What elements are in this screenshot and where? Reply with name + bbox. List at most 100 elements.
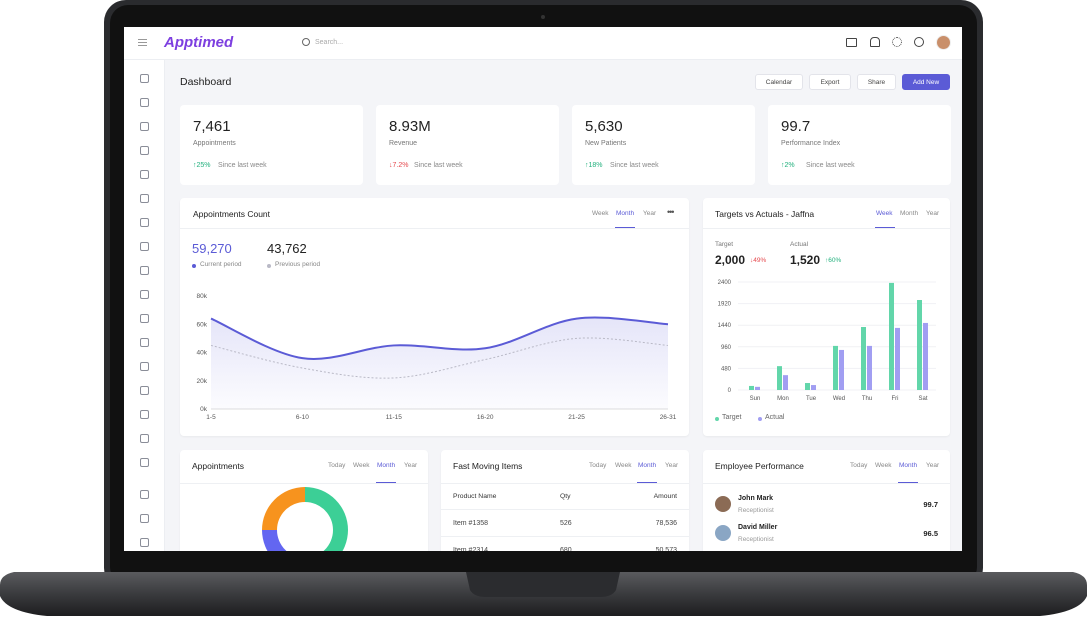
- nav-icon[interactable]: [140, 386, 149, 395]
- donut-slice: [262, 530, 287, 551]
- tab[interactable]: Week: [353, 462, 370, 469]
- x-tick-label: Sat: [918, 396, 927, 402]
- tab[interactable]: Year: [404, 462, 418, 469]
- settings-icon[interactable]: [892, 37, 902, 47]
- tab[interactable]: Week: [615, 462, 632, 469]
- help-icon[interactable]: [914, 37, 924, 47]
- stat-note: Since last week: [218, 162, 267, 169]
- avatar[interactable]: [936, 35, 951, 50]
- calendar-button[interactable]: Calendar: [755, 74, 803, 90]
- tab[interactable]: Month: [899, 462, 918, 469]
- table-cell: 680: [560, 547, 572, 551]
- tab[interactable]: Year: [926, 210, 940, 217]
- nav-icon[interactable]: [140, 218, 149, 227]
- tab[interactable]: Month: [616, 210, 635, 217]
- summary-value: 59,270: [192, 241, 232, 256]
- tab[interactable]: Week: [876, 210, 893, 217]
- employee-score: 96.5: [923, 529, 938, 538]
- tab-underline: [615, 227, 635, 229]
- nav-icon[interactable]: [140, 410, 149, 419]
- nav-icon[interactable]: [140, 434, 149, 443]
- nav-icon[interactable]: [140, 314, 149, 323]
- employee-name: John Mark: [738, 495, 774, 502]
- stat-label: Performance Index: [781, 140, 841, 147]
- table-header: Product Name: [453, 493, 497, 500]
- tab[interactable]: Year: [643, 210, 657, 217]
- line: [210, 337, 669, 379]
- tab[interactable]: Month: [900, 210, 919, 217]
- table-cell: Item #2314: [453, 547, 489, 551]
- stat-value: 99.7: [781, 118, 811, 135]
- nav-icon[interactable]: [140, 338, 149, 347]
- donut-slice: [305, 487, 348, 551]
- x-tick-label: 21-25: [568, 414, 585, 421]
- summary-dot: [267, 264, 271, 268]
- nav-icon[interactable]: [140, 242, 149, 251]
- nav-icon[interactable]: [140, 194, 149, 203]
- x-tick-label: Tue: [806, 396, 817, 402]
- summary-label: Previous period: [275, 261, 321, 268]
- bar: [805, 383, 810, 390]
- y-tick-label: 60k: [197, 321, 208, 328]
- screen: Apptimed Search... Dashboard Calendar Ex…: [124, 27, 962, 551]
- bar: [917, 300, 922, 390]
- tab[interactable]: Week: [875, 462, 892, 469]
- card-title: Fast Moving Items: [453, 461, 523, 471]
- nav-icon[interactable]: [140, 98, 149, 107]
- stat-card: [768, 105, 951, 185]
- bar: [889, 282, 894, 390]
- tab[interactable]: Today: [328, 462, 346, 469]
- tab-underline: [637, 482, 657, 484]
- summary-label: Current period: [200, 261, 242, 268]
- tab[interactable]: Week: [592, 210, 609, 217]
- nav-icon[interactable]: [140, 266, 149, 275]
- targets-card: [703, 198, 950, 436]
- camera: [541, 15, 545, 19]
- table-header: Amount: [653, 493, 677, 500]
- tab[interactable]: Year: [926, 462, 940, 469]
- nav-icon[interactable]: [140, 122, 149, 131]
- nav-icon[interactable]: [140, 514, 149, 523]
- export-button[interactable]: Export: [809, 74, 851, 90]
- tab[interactable]: Today: [589, 462, 607, 469]
- x-tick-label: Fri: [892, 396, 899, 402]
- tab[interactable]: Today: [850, 462, 868, 469]
- line: [210, 316, 669, 360]
- nav-icon[interactable]: [140, 458, 149, 467]
- bar: [811, 385, 816, 390]
- employee-role: Receptionist: [738, 536, 774, 543]
- card-title: Appointments Count: [193, 209, 271, 219]
- area: [211, 317, 668, 409]
- stat-value: 7,461: [193, 118, 231, 135]
- nav-icon[interactable]: [140, 290, 149, 299]
- y-tick-label: 1440: [718, 323, 732, 329]
- search-input[interactable]: Search...: [315, 39, 344, 46]
- nav-icon[interactable]: [140, 538, 149, 547]
- nav-icon[interactable]: [140, 74, 149, 83]
- nav-icon[interactable]: [140, 170, 149, 179]
- tab[interactable]: Month: [377, 462, 396, 469]
- nav-icon[interactable]: [140, 490, 149, 499]
- stat-change: 7.2%: [389, 162, 409, 169]
- nav-icon[interactable]: [140, 146, 149, 155]
- stat-change: 18%: [585, 162, 603, 169]
- y-tick-label: 2400: [718, 280, 732, 286]
- bell-icon[interactable]: [870, 37, 880, 47]
- more-icon[interactable]: •••: [667, 207, 675, 217]
- menu-icon[interactable]: [138, 39, 147, 40]
- add-new-button[interactable]: Add New: [902, 74, 950, 90]
- nav-icon[interactable]: [140, 362, 149, 371]
- tab[interactable]: Month: [638, 462, 657, 469]
- stat-change: 25%: [193, 162, 211, 169]
- employee-avatar: [715, 496, 731, 512]
- x-tick-label: Thu: [862, 396, 872, 402]
- tab-underline: [898, 482, 918, 484]
- brand[interactable]: Apptimed: [164, 34, 234, 51]
- mail-icon[interactable]: [846, 38, 857, 47]
- stat-label: New Patients: [585, 140, 627, 147]
- y-tick-label: 960: [721, 345, 732, 351]
- legend-label: Actual: [765, 414, 785, 421]
- bar: [895, 327, 900, 390]
- share-button[interactable]: Share: [857, 74, 896, 90]
- tab[interactable]: Year: [665, 462, 679, 469]
